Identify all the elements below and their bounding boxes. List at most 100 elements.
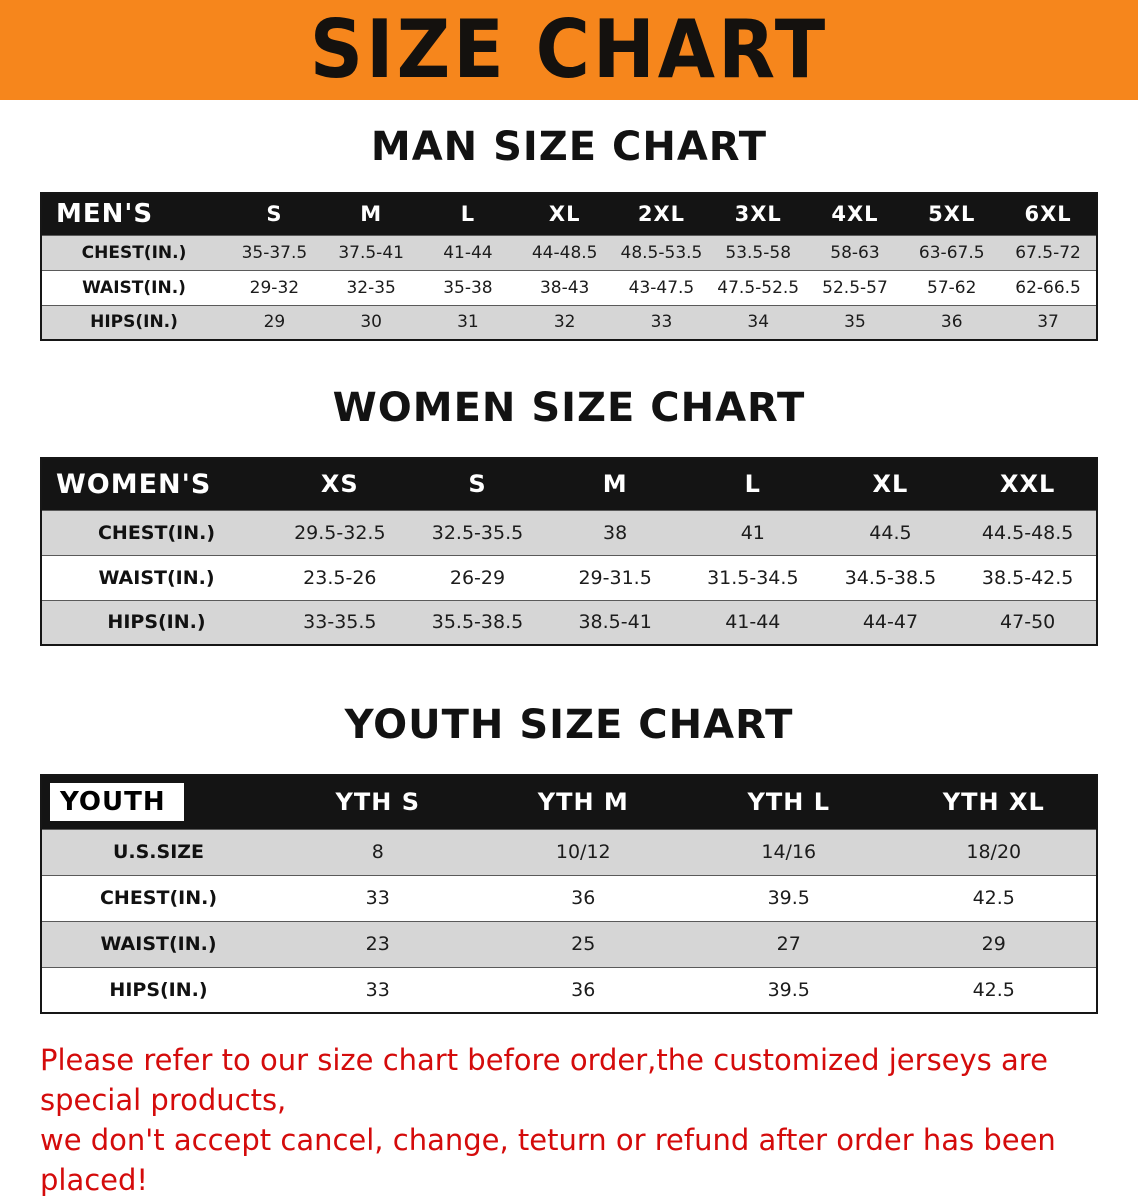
mens-header-row: MEN'S S M L XL 2XL 3XL 4XL 5XL 6XL xyxy=(41,193,1097,235)
measurement-row: WAIST(IN.) 23.5-26 26-29 29-31.5 31.5-34.5 34… xyxy=(41,555,1097,600)
size-value: 52.5-57 xyxy=(822,277,888,298)
size-value: 44-47 xyxy=(862,611,919,634)
section-youth-size-chart: YOUTH SIZE CHART YOUTH YTH S YTH M YTH L YTH… xyxy=(0,702,1138,1014)
size-value: 39.5 xyxy=(767,887,810,909)
row-label: CHEST(IN.) xyxy=(99,887,218,909)
women-size-chart-heading: WOMEN SIZE CHART xyxy=(332,385,806,431)
measurement-row: HIPS(IN.) 29 30 31 32 33 34 35 36 37 xyxy=(41,305,1097,340)
size-value: 23 xyxy=(365,933,390,955)
size-value: 36 xyxy=(940,312,963,333)
size-column-header: 5XL xyxy=(928,202,976,227)
size-column-header: L xyxy=(460,202,476,227)
man-size-chart-heading: MAN SIZE CHART xyxy=(370,124,768,170)
row-label: HIPS(IN.) xyxy=(107,611,206,634)
size-column-header: XL xyxy=(872,470,909,499)
row-label: CHEST(IN.) xyxy=(81,242,187,263)
size-value: 53.5-58 xyxy=(725,242,792,263)
size-value: 35 xyxy=(844,312,866,333)
size-value: 33 xyxy=(365,978,390,1001)
disclaimer-line-1: Please refer to our size chart before or… xyxy=(40,1043,1048,1118)
size-value: 35-38 xyxy=(443,277,493,298)
size-value: 29 xyxy=(263,312,286,333)
size-value: 14/16 xyxy=(761,841,817,863)
size-value: 41 xyxy=(740,521,765,544)
size-value: 62-66.5 xyxy=(1015,277,1081,298)
size-column-header: M xyxy=(602,470,628,499)
size-column-header: L xyxy=(744,470,761,499)
size-value: 41-44 xyxy=(725,611,781,634)
womens-corner-text: WOMEN'S xyxy=(56,468,212,500)
size-value: 38.5-41 xyxy=(578,611,652,634)
size-value: 29 xyxy=(981,933,1006,955)
size-value: 31 xyxy=(457,312,479,333)
size-value: 29-32 xyxy=(249,277,300,298)
size-value: 35-37.5 xyxy=(241,242,308,263)
size-value: 33-35.5 xyxy=(303,611,377,634)
size-column-header: XS xyxy=(320,470,359,499)
size-value: 41-44 xyxy=(443,242,493,263)
size-value: 43-47.5 xyxy=(628,277,695,298)
size-column-header: YTH L xyxy=(747,788,830,817)
measurement-row: HIPS(IN.) 33 36 39.5 42.5 xyxy=(41,967,1097,1013)
size-value: 33 xyxy=(365,887,390,909)
section-man-size-chart: MAN SIZE CHART MEN'S S M L XL 2XL 3XL 4XL 5XL 6XL… xyxy=(0,124,1138,341)
banner: SIZE CHART xyxy=(0,0,1138,100)
size-value: 38 xyxy=(603,521,628,544)
size-value: 32.5-35.5 xyxy=(431,521,524,544)
size-value: 36 xyxy=(571,887,596,909)
size-value: 31.5-34.5 xyxy=(707,566,799,589)
size-value: 58-63 xyxy=(830,242,880,263)
size-value: 26-29 xyxy=(449,566,506,589)
size-value: 35.5-38.5 xyxy=(431,611,524,634)
size-column-header: YTH M xyxy=(537,788,629,817)
measurement-row: U.S.SIZE 8 10/12 14/16 18/20 xyxy=(41,829,1097,875)
size-value: 18/20 xyxy=(966,841,1022,863)
size-value: 32-35 xyxy=(346,277,396,298)
size-value: 39.5 xyxy=(767,978,810,1001)
womens-corner-label: WOMEN'S xyxy=(41,458,271,510)
size-value: 29-31.5 xyxy=(578,566,652,589)
page-title: SIZE CHART xyxy=(309,3,829,97)
size-value: 44-48.5 xyxy=(531,242,598,263)
size-value: 42.5 xyxy=(972,887,1015,909)
measurement-row: CHEST(IN.) 33 36 39.5 42.5 xyxy=(41,875,1097,921)
size-value: 25 xyxy=(571,933,596,955)
measurement-row: WAIST(IN.) 23 25 27 29 xyxy=(41,921,1097,967)
row-label: HIPS(IN.) xyxy=(90,312,178,333)
youth-corner-text: YOUTH xyxy=(50,783,184,822)
size-column-header: YTH S xyxy=(335,788,420,817)
size-column-header: 4XL xyxy=(831,202,879,227)
youth-size-table: YOUTH YTH S YTH M YTH L YTH XL U.S.SIZE 8 10/12… xyxy=(40,774,1098,1014)
size-value: 38-43 xyxy=(539,277,590,298)
size-value: 63-67.5 xyxy=(918,242,985,263)
mens-corner-label: MEN'S xyxy=(41,193,226,235)
size-value: 42.5 xyxy=(972,978,1015,1001)
size-value: 10/12 xyxy=(555,841,611,863)
size-column-header: S xyxy=(468,470,487,499)
size-value: 34.5-38.5 xyxy=(844,566,937,589)
size-value: 29.5-32.5 xyxy=(294,521,386,544)
size-column-header: 3XL xyxy=(734,202,782,227)
size-value: 8 xyxy=(371,841,384,863)
youth-header-row: YOUTH YTH S YTH M YTH L YTH XL xyxy=(41,775,1097,829)
size-value: 44.5-48.5 xyxy=(981,521,1074,544)
size-column-header: M xyxy=(360,202,383,227)
measurement-row: WAIST(IN.) 29-32 32-35 35-38 38-43 43-47.5 47.… xyxy=(41,270,1097,305)
row-label: WAIST(IN.) xyxy=(82,277,186,298)
measurement-row: CHEST(IN.) 29.5-32.5 32.5-35.5 38 41 44.5 44.5… xyxy=(41,510,1097,555)
row-label: WAIST(IN.) xyxy=(100,933,217,955)
man-size-table: MEN'S S M L XL 2XL 3XL 4XL 5XL 6XL CHEST(IN.) 35-37… xyxy=(40,192,1098,341)
size-value: 34 xyxy=(747,312,770,333)
size-value: 57-62 xyxy=(927,277,977,298)
size-value: 67.5-72 xyxy=(1015,242,1081,263)
row-label: WAIST(IN.) xyxy=(98,566,215,589)
disclaimer-line-2: we don't accept cancel, change, teturn o… xyxy=(40,1123,1056,1198)
disclaimer: Please refer to our size chart before or… xyxy=(40,1040,1138,1200)
size-column-header: 2XL xyxy=(637,202,686,227)
size-column-header: YTH XL xyxy=(942,788,1045,817)
measurement-row: CHEST(IN.) 35-37.5 37.5-41 41-44 44-48.5 48.5… xyxy=(41,235,1097,270)
row-label: U.S.SIZE xyxy=(112,841,205,863)
size-value: 47.5-52.5 xyxy=(717,277,800,298)
size-value: 30 xyxy=(360,312,382,333)
